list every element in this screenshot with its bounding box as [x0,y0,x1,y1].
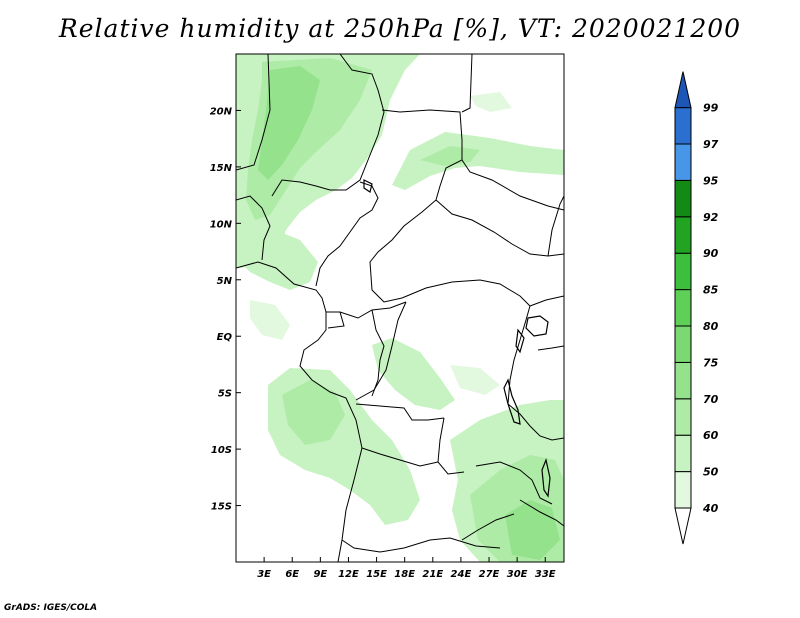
map-frame [235,53,565,563]
lon-tick-label: 12E [338,569,359,580]
lon-tick-label: 18E [394,569,415,580]
colorbar-label: 40 [702,502,719,515]
colorbar-segment [674,434,692,473]
lake-malawi [541,457,551,498]
longitude-axis: 3E 6E 9E 12E 15E 18E 21E 24E 27E 30E 33E [257,557,556,580]
lat-tick-label: 10N [210,219,233,230]
country-borders [236,54,564,562]
lon-tick-label: 6E [285,569,299,580]
colorbar-label: 95 [703,174,719,187]
humidity-area-northwest-core [258,66,320,180]
colorbar-label: 70 [703,393,719,406]
colorbar-lower-triangle [674,507,692,545]
lat-tick-label: 5N [217,276,233,287]
colorbar-segment [674,471,692,509]
lat-tick-label: 20N [210,106,233,117]
colorbar-segment [674,398,692,436]
colorbar-label: 97 [703,138,719,151]
lon-tick-label: 24E [451,569,472,580]
colorbar-segment [674,179,692,218]
lake-chad [363,179,373,193]
colorbar-label: 92 [703,211,719,224]
colorbar-segment [674,361,692,400]
humidity-shading [236,54,564,562]
colorbar-segment [674,325,692,363]
colorbar-segment [674,216,692,254]
humidity-area-gulf-coast [236,225,318,290]
colorbar-label: 60 [703,429,719,442]
lon-tick-label: 15E [366,569,387,580]
colorbar-segment [674,107,692,145]
colorbar-segment [674,289,692,327]
humidity-area-angola-core [282,380,345,445]
colorbar-label: 99 [703,102,719,115]
lake-victoria [525,315,549,337]
colorbar-segment [674,252,692,291]
lat-tick-label: 15S [211,502,232,513]
colorbar-segment [674,143,692,181]
colorbar-label: 85 [703,284,719,297]
humidity-area-sudan-north [470,92,512,112]
colorbar-label: 80 [703,320,719,333]
colorbar: 99 97 95 92 90 85 80 75 70 60 50 40 [674,71,719,545]
humidity-area-congo [372,338,455,410]
humidity-area-chad-band [392,132,564,190]
lakes [363,179,551,498]
lon-tick-label: 30E [507,569,528,580]
humidity-area-gabon-coast [250,300,290,340]
map-title: Relative humidity at 250hPa [%], VT: 202… [58,14,742,43]
lon-tick-label: 3E [257,569,271,580]
lon-tick-label: 9E [313,569,327,580]
lake-tanganyika [503,378,521,425]
grads-credit: GrADS: IGES/COLA [4,603,98,613]
humidity-area-congo-east [450,365,500,395]
lon-tick-label: 27E [479,569,500,580]
colorbar-label: 50 [703,466,719,479]
lat-tick-label: 5S [218,389,232,400]
humidity-area-chad-core [420,146,480,166]
colorbar-label: 90 [703,247,719,260]
lat-tick-label: 10S [211,445,232,456]
latitude-axis: 20N 15N 10N 5N EQ 5S 10S 15S [210,106,241,513]
lat-tick-label: 15N [210,163,233,174]
colorbar-upper-triangle [674,71,692,109]
lake-albert [515,328,525,354]
lon-tick-label: 33E [535,569,556,580]
lat-tick-label: EQ [217,332,233,343]
colorbar-label: 75 [703,356,719,369]
lon-tick-label: 21E [422,569,443,580]
